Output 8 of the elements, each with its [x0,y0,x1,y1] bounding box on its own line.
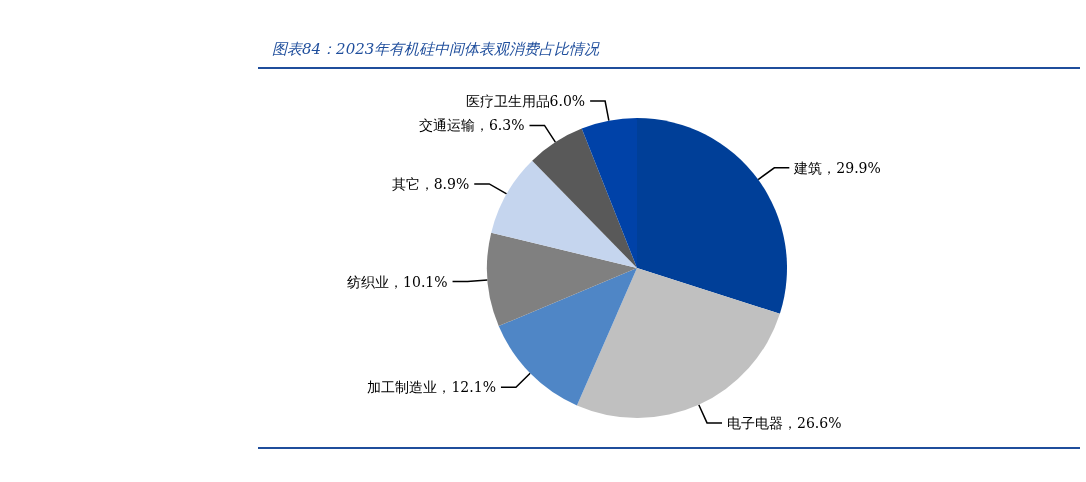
slice-label: 其它，8.9% [391,175,470,192]
slice-label: 建筑，29.9% [793,159,881,176]
slice-label: 纺织业，10.1% [347,273,448,290]
slice-label: 医疗卫生用品6.0% [465,93,586,110]
slice-label: 电子电器，26.6% [727,414,842,431]
chart-title: 图表84：2023年有机硅中间体表观消费占比情况 [258,40,1080,69]
slice-label: 交通运输，6.3% [418,117,525,134]
slice-label: 加工制造业，12.1% [367,379,496,396]
